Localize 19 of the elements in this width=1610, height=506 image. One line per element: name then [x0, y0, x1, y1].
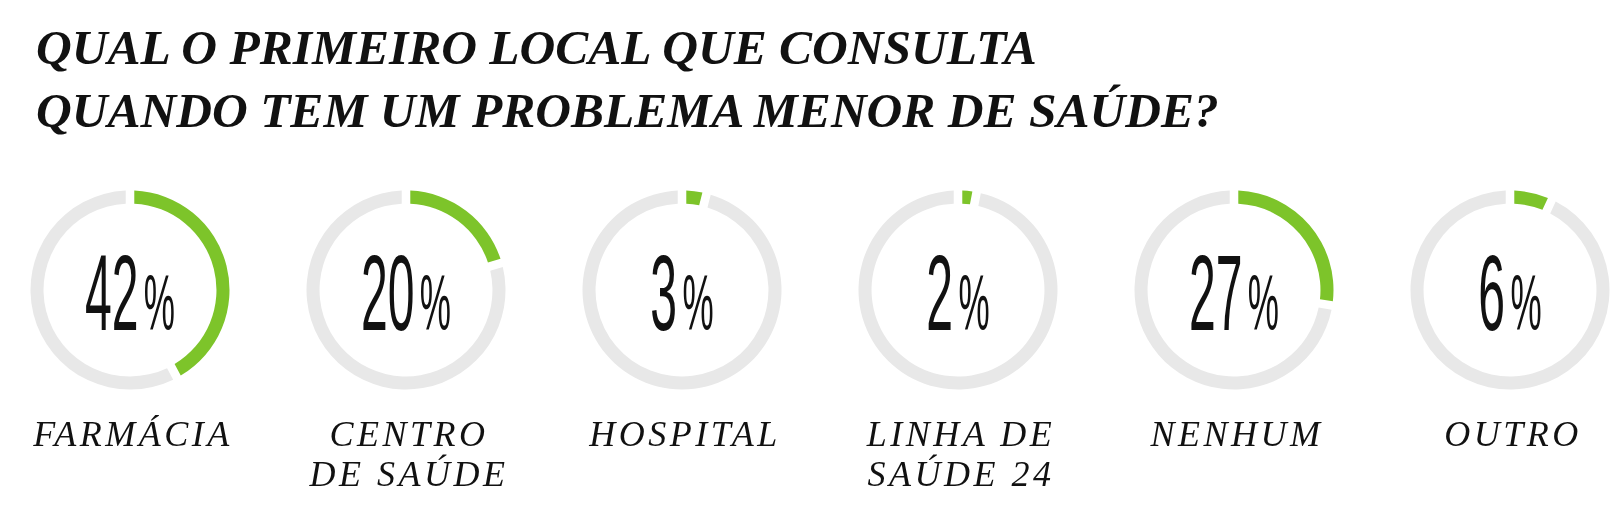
text: 42% — [84, 233, 176, 354]
text: FARMÁCIA — [32, 414, 233, 454]
donut-slice — [686, 190, 703, 206]
donut-slice — [1410, 190, 1610, 390]
text: CENTRO DE SAÚDE — [308, 414, 509, 494]
text: OUTRO — [1444, 414, 1582, 454]
text: 20% — [360, 233, 452, 354]
donut-slice — [306, 190, 506, 390]
text: HOSPITAL — [588, 414, 781, 454]
text: LINHA DE SAÚDE 24 — [865, 414, 1056, 494]
text: 3% — [650, 233, 714, 354]
donut-slice — [962, 190, 973, 205]
text: 27% — [1188, 233, 1280, 354]
text: 2% — [926, 233, 990, 354]
donut-slice — [1134, 190, 1332, 390]
text: QUAL O PRIMEIRO LOCAL QUE CONSULTA QUANDO TEM UM PROBLEMA MENOR DE SAÚDE? — [36, 20, 1219, 138]
donut-slice — [1514, 190, 1548, 210]
text: 6% — [1478, 233, 1542, 354]
text: NENHUM — [1149, 414, 1324, 454]
